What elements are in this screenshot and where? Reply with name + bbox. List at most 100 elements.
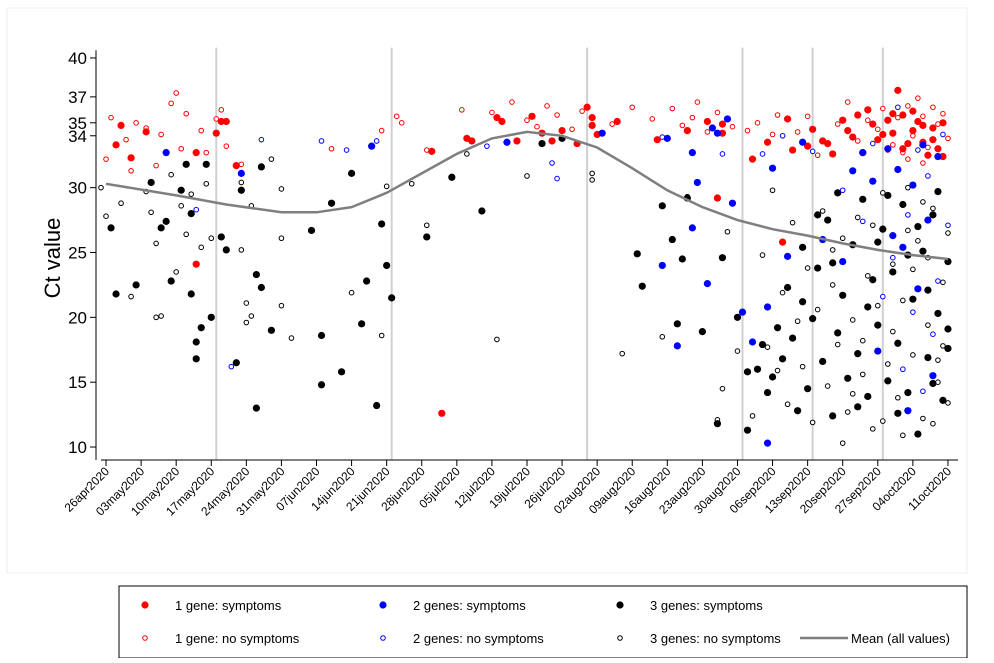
data-point	[368, 142, 376, 150]
data-point	[783, 115, 792, 123]
data-point	[598, 129, 606, 137]
data-point	[423, 222, 430, 229]
data-point	[713, 194, 722, 202]
data-point	[438, 409, 446, 417]
data-point	[874, 302, 881, 309]
data-point	[107, 224, 115, 232]
data-point	[243, 300, 250, 306]
data-point	[794, 407, 802, 415]
data-point	[894, 165, 902, 174]
data-point	[809, 148, 816, 155]
data-point	[900, 432, 906, 439]
data-point	[934, 187, 942, 196]
data-point	[327, 199, 336, 207]
data-point	[910, 352, 916, 358]
data-point	[829, 259, 837, 267]
data-point	[904, 139, 912, 148]
data-point	[925, 144, 931, 151]
data-point	[534, 123, 540, 130]
data-point	[824, 383, 831, 389]
data-point	[378, 332, 385, 339]
data-point	[869, 276, 877, 284]
data-point	[799, 298, 807, 306]
data-point	[894, 339, 902, 347]
data-point	[213, 116, 220, 122]
data-point	[915, 238, 921, 244]
data-point	[869, 177, 877, 185]
data-point	[763, 439, 772, 447]
data-point	[895, 104, 901, 111]
data-point	[914, 430, 922, 438]
data-point	[132, 281, 140, 289]
legend-label: 2 genes: symptoms	[413, 598, 526, 613]
data-point	[904, 407, 912, 415]
data-point	[202, 160, 210, 168]
data-point	[839, 235, 846, 242]
data-point	[198, 244, 205, 251]
data-point	[558, 126, 566, 135]
data-point	[925, 322, 931, 328]
data-point	[123, 136, 129, 143]
data-point	[549, 160, 555, 166]
legend-label: 3 genes: symptoms	[650, 598, 763, 613]
data-point	[804, 142, 812, 150]
data-point	[347, 169, 356, 177]
data-point	[267, 326, 276, 334]
data-point	[880, 105, 886, 112]
data-point	[192, 355, 200, 363]
data-point	[920, 160, 926, 166]
data-point	[915, 147, 921, 153]
legend-marker	[616, 601, 624, 609]
data-point	[783, 283, 792, 292]
data-point	[168, 100, 174, 107]
data-point	[579, 108, 585, 114]
data-point	[724, 228, 731, 235]
data-point	[809, 419, 816, 426]
data-point	[513, 137, 521, 145]
data-point	[694, 99, 701, 105]
data-point	[854, 111, 862, 119]
data-point	[890, 261, 896, 267]
data-point	[915, 95, 921, 101]
data-point	[317, 381, 326, 389]
data-point	[252, 404, 260, 412]
data-point	[363, 277, 371, 285]
data-point	[844, 409, 851, 415]
data-point	[819, 208, 826, 214]
data-point	[173, 90, 179, 96]
data-point	[187, 290, 195, 298]
data-point	[128, 293, 134, 300]
data-point	[238, 247, 245, 253]
y-tick-label: 34	[68, 127, 87, 146]
data-point	[678, 255, 686, 263]
data-point	[669, 105, 676, 112]
data-point	[884, 191, 892, 200]
data-point	[920, 388, 926, 395]
data-point	[317, 331, 326, 340]
data-point	[869, 222, 876, 229]
data-point	[930, 205, 936, 212]
data-point	[268, 156, 275, 162]
data-point	[874, 136, 882, 144]
data-point	[869, 120, 877, 128]
data-point	[919, 247, 927, 255]
data-point	[889, 129, 897, 137]
data-point	[203, 149, 210, 156]
data-point	[910, 309, 916, 315]
legend-label: Mean (all values)	[851, 631, 950, 646]
data-point	[103, 213, 109, 219]
data-point	[889, 268, 897, 276]
data-point	[524, 117, 530, 124]
data-point	[939, 396, 947, 404]
data-point	[874, 238, 882, 246]
data-point	[839, 257, 847, 266]
data-point	[228, 363, 235, 370]
data-point	[884, 145, 892, 153]
data-point	[178, 203, 184, 209]
data-point	[899, 145, 907, 153]
data-point	[754, 120, 761, 126]
data-point	[940, 279, 946, 286]
data-point	[162, 149, 170, 157]
data-point	[222, 117, 230, 126]
data-point	[729, 123, 736, 130]
